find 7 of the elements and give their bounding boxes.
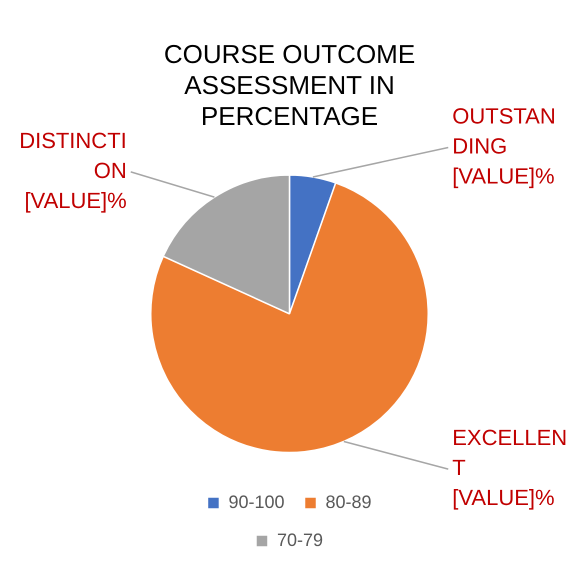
legend-label: 90-100 <box>228 492 285 512</box>
chart-title: COURSE OUTCOME ASSESSMENT IN PERCENTAGE <box>164 38 416 132</box>
data-label: EXCELLENT [VALUE]% <box>452 425 568 510</box>
data-label: OUTSTANDING [VALUE]% <box>452 104 556 189</box>
legend-label: 80-89 <box>326 492 372 512</box>
legend-label: 70-79 <box>276 530 324 550</box>
data-label: DISTINCTION [VALUE]% <box>19 128 127 213</box>
